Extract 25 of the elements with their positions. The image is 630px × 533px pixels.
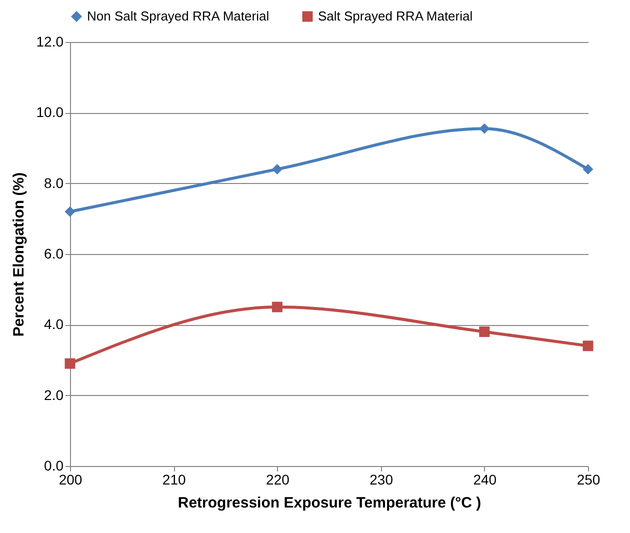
point — [64, 358, 76, 369]
point — [272, 302, 282, 312]
y-tick-label: 2.0 — [44, 386, 64, 403]
legend-label: Non Salt Sprayed RRA Material — [87, 8, 270, 24]
x-tick-label: 250 — [576, 472, 600, 488]
point — [64, 206, 76, 217]
y-tick-label: 12.0 — [36, 34, 64, 50]
x-tick-label: 230 — [370, 472, 394, 488]
x-axis-title: Retrogression Exposure Temperature (°C ) — [178, 494, 482, 512]
point — [479, 123, 490, 134]
y-axis-title: Percent Elongation (%) — [10, 172, 28, 337]
point — [582, 340, 594, 352]
y-tick-label: 0.0 — [44, 458, 64, 474]
point — [272, 164, 282, 174]
x-tick-label: 210 — [162, 472, 186, 488]
y-tick-label: 8.0 — [44, 174, 64, 191]
point — [479, 326, 490, 337]
point — [582, 164, 594, 174]
legend-label: Salt Sprayed RRA Material — [318, 8, 473, 24]
x-tick-label: 200 — [58, 472, 82, 488]
y-tick-label: 10.0 — [36, 104, 64, 120]
y-tick-label: 6.0 — [44, 246, 64, 262]
y-tick-label: 4.0 — [44, 316, 64, 332]
x-tick-label: 240 — [473, 472, 497, 488]
x-tick-label: 220 — [266, 472, 290, 488]
